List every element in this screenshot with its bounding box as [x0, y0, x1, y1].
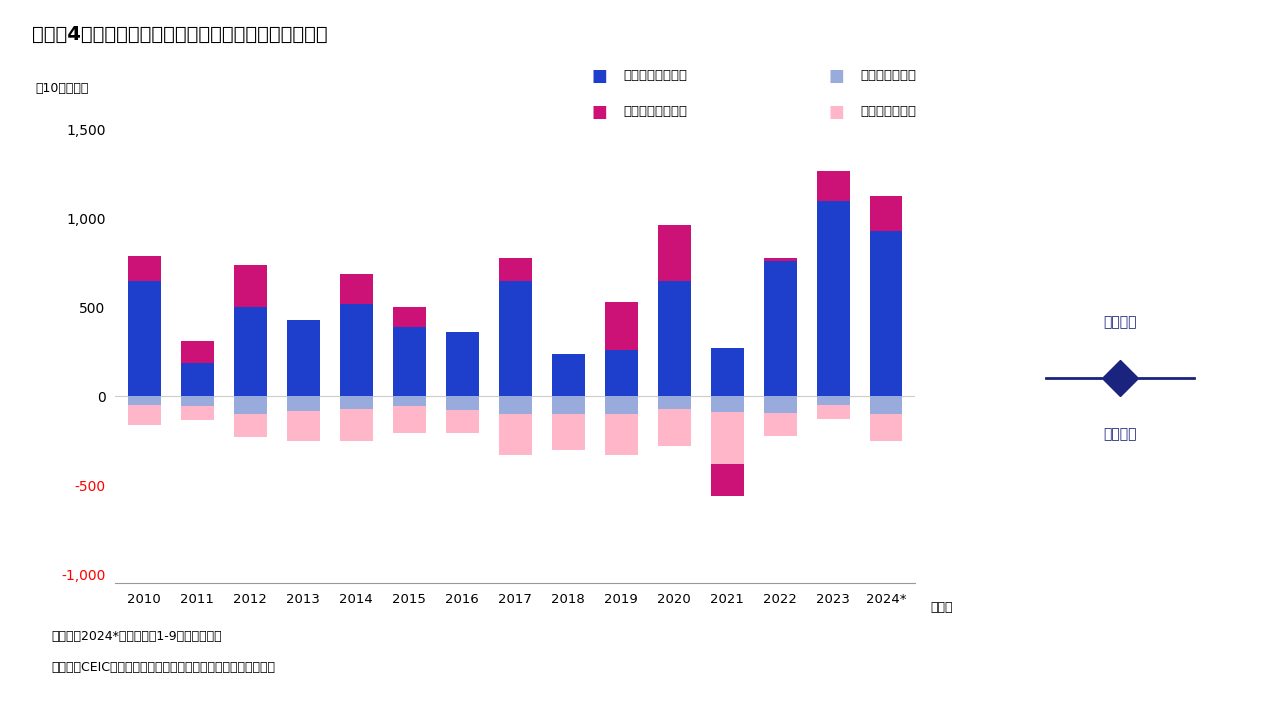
- Bar: [287, 396, 320, 410]
- Bar: [180, 341, 214, 363]
- Bar: [764, 396, 796, 413]
- Bar: [764, 261, 796, 396]
- Bar: [339, 304, 372, 396]
- Bar: [817, 405, 850, 420]
- Bar: [817, 396, 850, 405]
- Bar: [604, 396, 637, 414]
- Bar: [445, 396, 479, 414]
- Bar: [604, 414, 637, 455]
- Text: （10億ドル）: （10億ドル）: [35, 82, 88, 95]
- Bar: [339, 409, 372, 441]
- Bar: [445, 410, 479, 433]
- Bar: [552, 396, 585, 414]
- Text: ■: ■: [591, 67, 607, 85]
- Bar: [234, 414, 266, 437]
- Bar: [393, 307, 426, 327]
- Text: （注）　2024*年の計数は1-9月期のもの。: （注） 2024*年の計数は1-9月期のもの。: [51, 630, 221, 643]
- Text: 株式（居住者）: 株式（居住者）: [860, 105, 916, 118]
- Text: 資金流出: 資金流出: [1103, 427, 1137, 441]
- Bar: [499, 414, 531, 455]
- Bar: [499, 258, 531, 281]
- Text: 株式（非居住者）: 株式（非居住者）: [623, 105, 687, 118]
- Bar: [710, 396, 744, 413]
- Bar: [499, 396, 531, 414]
- Bar: [180, 406, 214, 420]
- Bar: [869, 414, 902, 441]
- Text: （年）: （年）: [931, 601, 954, 614]
- Bar: [658, 396, 691, 409]
- Bar: [658, 281, 691, 396]
- Text: ■: ■: [591, 102, 607, 120]
- Text: （出所）CEICよりインベスコが作成。一部はインベスコが推計: （出所）CEICよりインベスコが作成。一部はインベスコが推計: [51, 661, 275, 674]
- Bar: [552, 414, 585, 450]
- Bar: [764, 413, 796, 436]
- Bar: [445, 332, 479, 396]
- Text: ■: ■: [828, 67, 844, 85]
- Bar: [710, 413, 744, 464]
- Bar: [817, 171, 850, 201]
- Text: （図表4）米国から見たクロスボーダー証券投資フロー: （図表4）米国から見たクロスボーダー証券投資フロー: [32, 25, 328, 44]
- Bar: [869, 396, 902, 414]
- Bar: [393, 396, 426, 406]
- Bar: [710, 348, 744, 396]
- Bar: [710, 396, 744, 496]
- Bar: [393, 406, 426, 433]
- Bar: [339, 396, 372, 409]
- Bar: [128, 396, 161, 405]
- Bar: [393, 327, 426, 396]
- Bar: [658, 225, 691, 281]
- Text: 債券（居住者）: 債券（居住者）: [860, 69, 916, 82]
- Bar: [339, 274, 372, 304]
- Bar: [445, 396, 479, 410]
- Text: ■: ■: [828, 102, 844, 120]
- Bar: [552, 396, 585, 414]
- Bar: [658, 409, 691, 446]
- Bar: [817, 201, 850, 396]
- Bar: [287, 396, 320, 428]
- Bar: [128, 405, 161, 425]
- Bar: [234, 396, 266, 414]
- Bar: [287, 320, 320, 396]
- Bar: [764, 258, 796, 261]
- Bar: [869, 196, 902, 231]
- Text: 資金流入: 資金流入: [1103, 315, 1137, 329]
- Bar: [604, 302, 637, 350]
- Bar: [180, 363, 214, 396]
- Bar: [234, 307, 266, 396]
- Bar: [128, 281, 161, 396]
- Bar: [869, 231, 902, 396]
- Bar: [604, 350, 637, 396]
- Text: 債券（非居住者）: 債券（非居住者）: [623, 69, 687, 82]
- Bar: [552, 354, 585, 396]
- Bar: [234, 265, 266, 307]
- Bar: [499, 281, 531, 396]
- Bar: [287, 410, 320, 441]
- Bar: [128, 256, 161, 281]
- Bar: [180, 396, 214, 406]
